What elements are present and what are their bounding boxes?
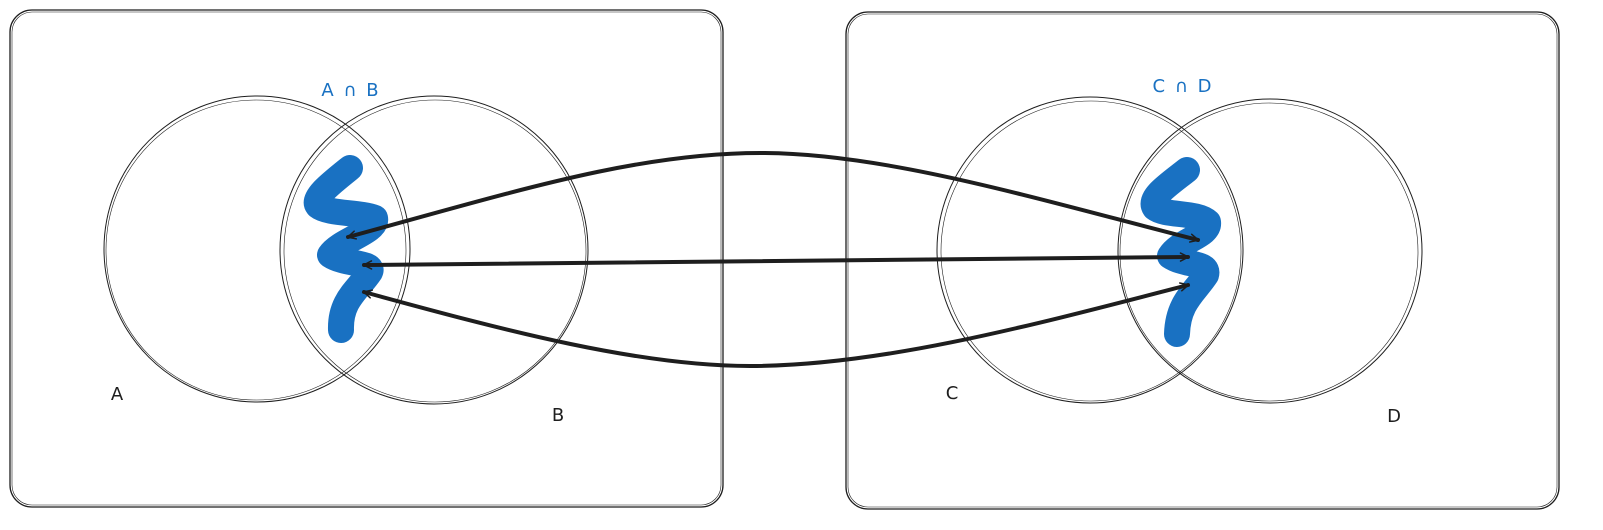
middle-straight-arrow xyxy=(362,252,1190,270)
set-d-label: D xyxy=(1387,406,1401,427)
set-b-label: B xyxy=(552,405,564,426)
set-c-circle xyxy=(936,96,1244,404)
intersection-c-d-highlight xyxy=(1140,157,1221,347)
set-a-circle xyxy=(103,95,411,403)
left-panel: A ∩ B A B xyxy=(9,9,724,508)
lower-curved-arrow xyxy=(362,282,1190,368)
upper-curved-arrow xyxy=(346,150,1200,243)
set-d-circle xyxy=(1117,98,1423,404)
intersection-c-d-label: C ∩ D xyxy=(1152,76,1213,97)
intersection-a-b-highlight xyxy=(304,155,388,343)
set-c-label: C xyxy=(946,383,959,404)
set-a-label: A xyxy=(111,384,124,405)
connecting-arrows xyxy=(346,150,1200,368)
intersection-a-b-label: A ∩ B xyxy=(321,80,380,101)
set-b-circle xyxy=(279,95,589,405)
